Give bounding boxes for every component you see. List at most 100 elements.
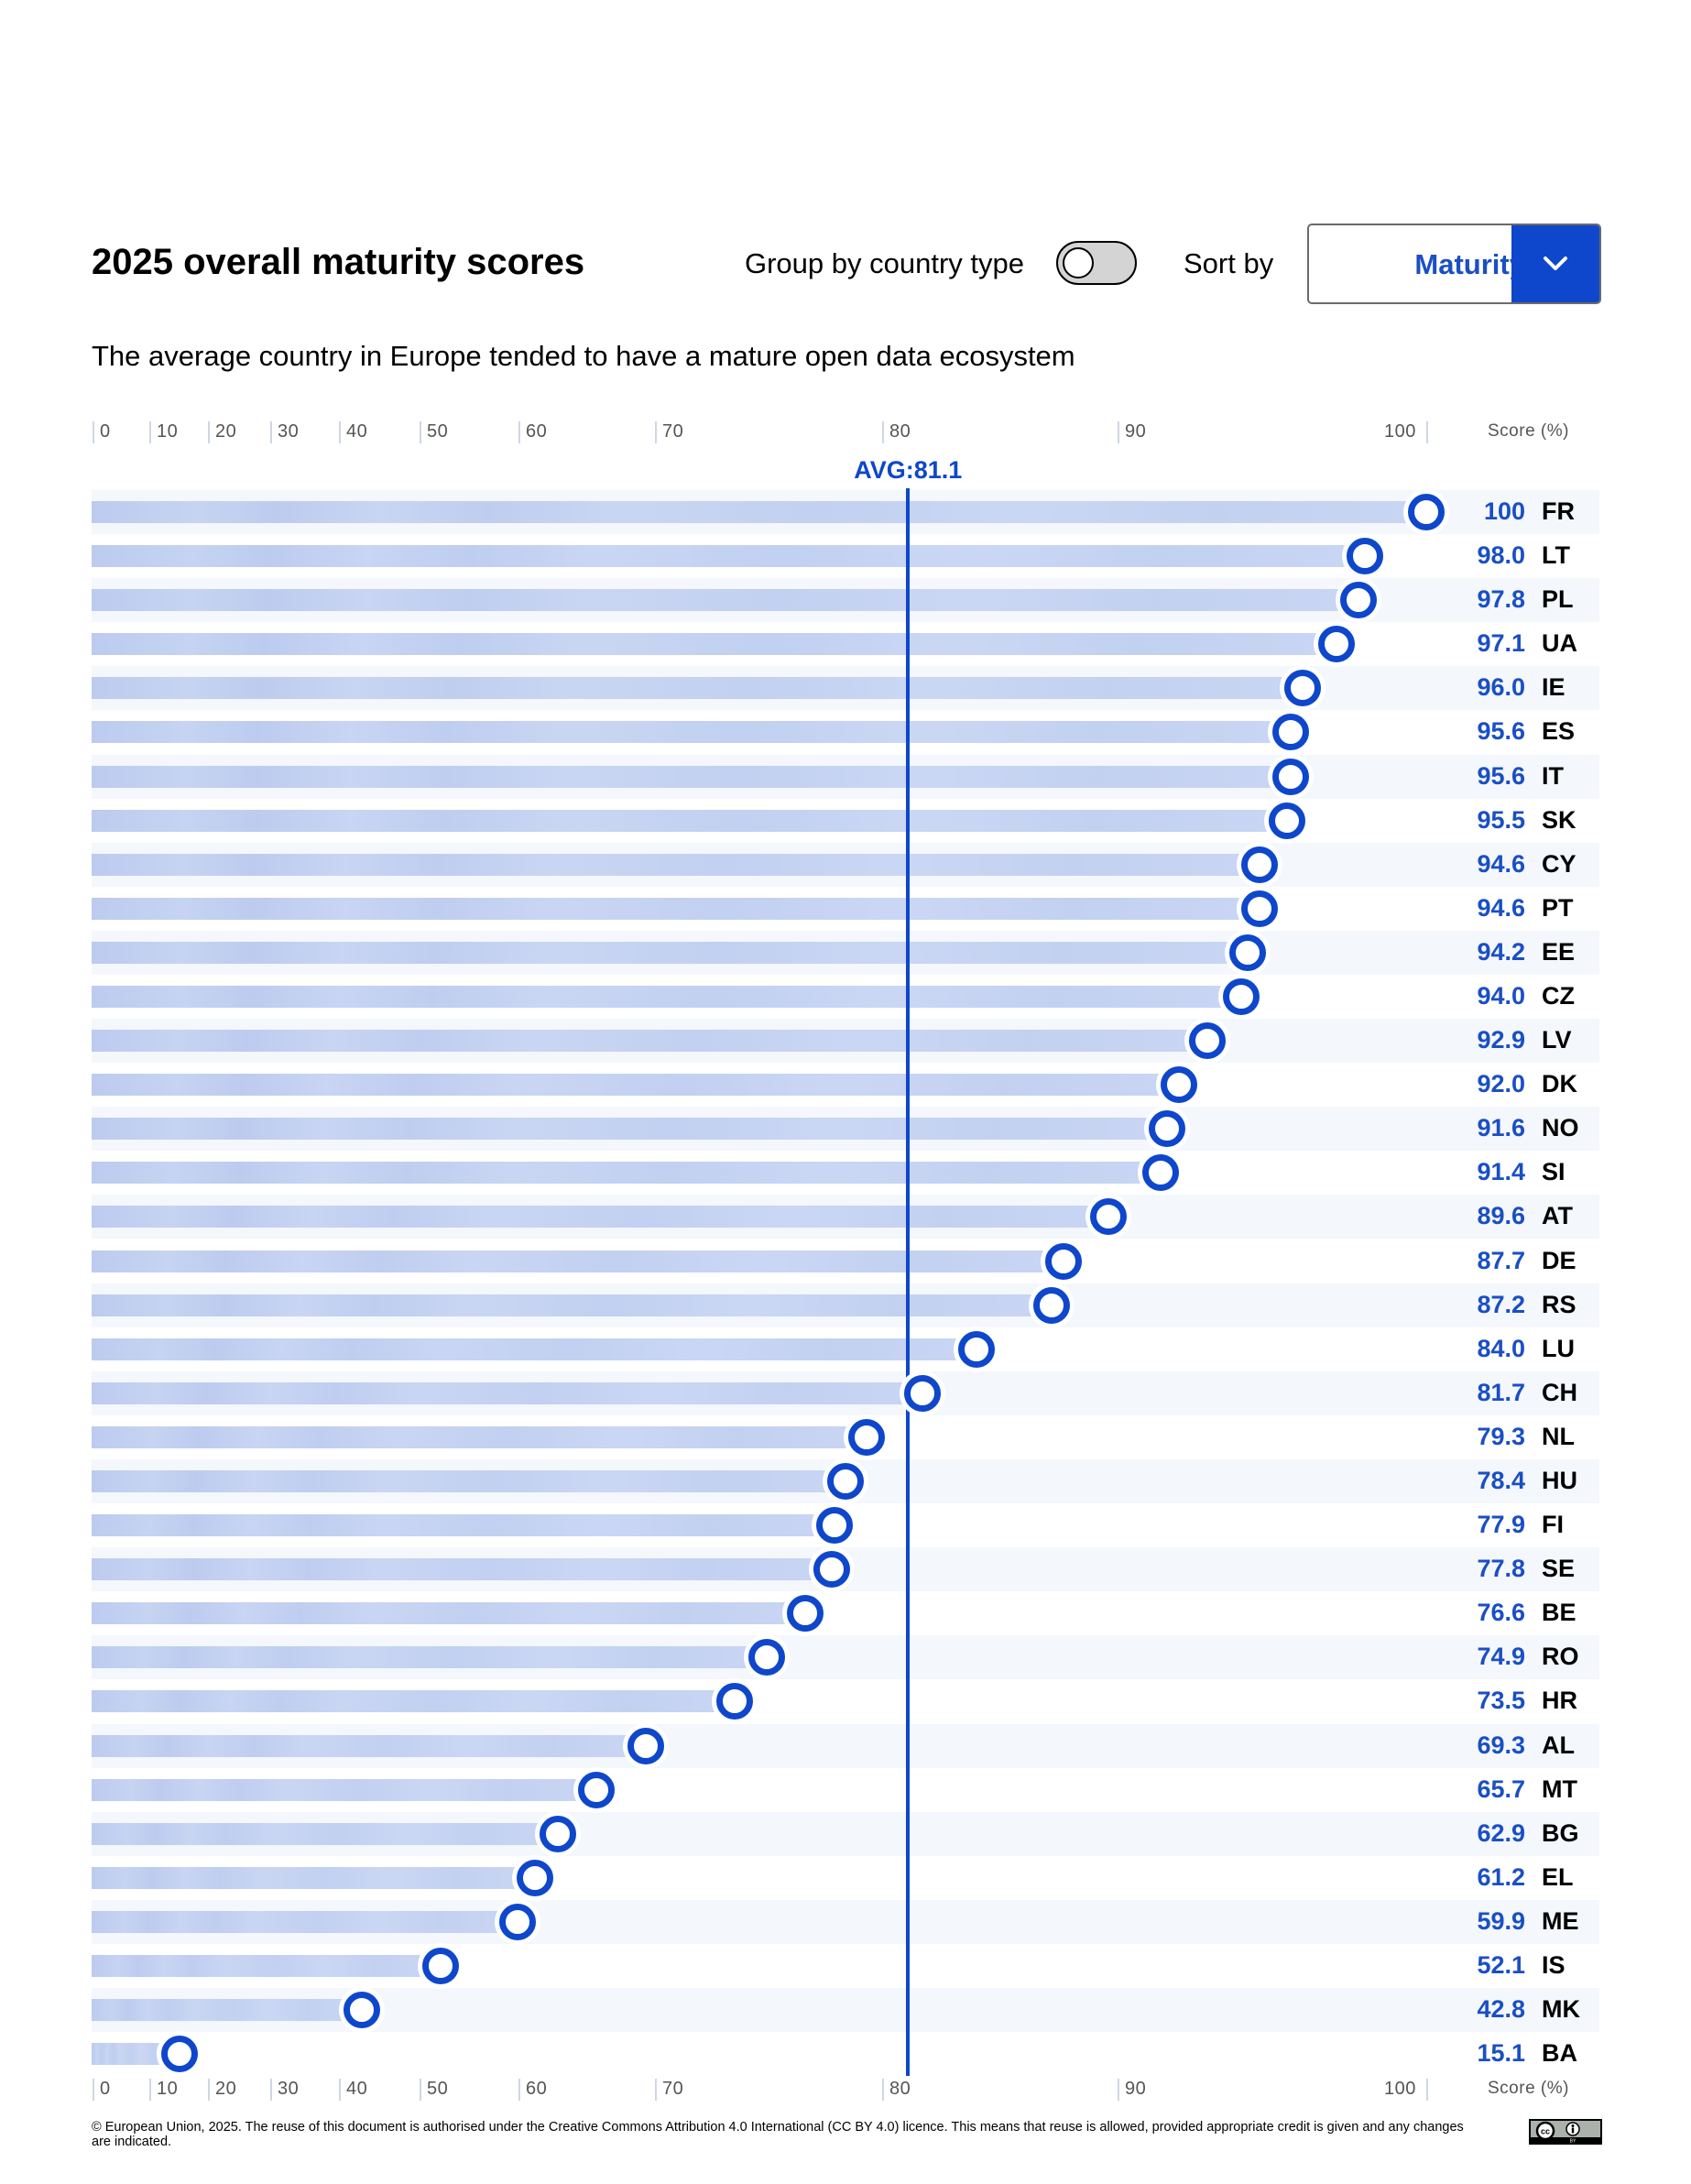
country-code: BG bbox=[1542, 1818, 1579, 1847]
score-marker-icon[interactable] bbox=[847, 1418, 885, 1456]
score-bar bbox=[92, 1954, 424, 1977]
score-marker-icon[interactable] bbox=[827, 1462, 865, 1500]
axis-title: Score (%) bbox=[1488, 421, 1569, 441]
chart-row[interactable]: 87.2 RS bbox=[92, 1283, 1599, 1327]
cc-by-icon: cc BY bbox=[1531, 2121, 1600, 2145]
country-code: IS bbox=[1542, 1950, 1566, 1979]
chart-row[interactable]: 65.7 MT bbox=[92, 1768, 1599, 1812]
chart-row[interactable]: 52.1 IS bbox=[92, 1944, 1599, 1988]
score-marker-icon[interactable] bbox=[577, 1771, 615, 1808]
chart-row[interactable]: 94.2 EE bbox=[92, 930, 1599, 975]
score-marker-icon[interactable] bbox=[1148, 1110, 1185, 1148]
chart-row[interactable]: 94.6 CY bbox=[92, 842, 1599, 887]
chart-row[interactable]: 95.5 SK bbox=[92, 799, 1599, 843]
chart-row[interactable]: 62.9 BG bbox=[92, 1811, 1599, 1856]
chart-row[interactable]: 91.4 SI bbox=[92, 1151, 1599, 1195]
chart-row[interactable]: 91.6 NO bbox=[92, 1107, 1599, 1152]
dropdown-button[interactable] bbox=[1511, 225, 1599, 302]
chart-row[interactable]: 77.9 FI bbox=[92, 1503, 1599, 1547]
score-marker-icon[interactable] bbox=[786, 1595, 824, 1633]
chart-row[interactable]: 92.9 LV bbox=[92, 1019, 1599, 1064]
score-marker-icon[interactable] bbox=[715, 1683, 753, 1720]
axis-tick-label: 60 bbox=[526, 2079, 548, 2099]
sort-by-select[interactable]: Maturity bbox=[1307, 224, 1601, 304]
country-code: IE bbox=[1542, 673, 1566, 702]
score-marker-icon[interactable] bbox=[1318, 626, 1356, 663]
chart-row[interactable]: 97.1 UA bbox=[92, 622, 1599, 666]
score-marker-icon[interactable] bbox=[1142, 1154, 1180, 1192]
chart-row[interactable]: 96.0 IE bbox=[92, 666, 1599, 711]
score-marker-icon[interactable] bbox=[498, 1903, 536, 1940]
score-marker-icon[interactable] bbox=[1222, 977, 1260, 1015]
score-value: 76.6 bbox=[1477, 1599, 1525, 1627]
chart-row[interactable]: 98.0 LT bbox=[92, 534, 1599, 578]
score-marker-icon[interactable] bbox=[1161, 1066, 1198, 1104]
chart-row[interactable]: 89.6 AT bbox=[92, 1195, 1599, 1239]
chart-row[interactable]: 100 FR bbox=[92, 490, 1599, 534]
score-marker-icon[interactable] bbox=[160, 2036, 198, 2073]
score-marker-icon[interactable] bbox=[815, 1507, 853, 1545]
score-marker-icon[interactable] bbox=[1271, 714, 1309, 751]
score-marker-icon[interactable] bbox=[813, 1551, 851, 1589]
chart-row[interactable]: 73.5 HR bbox=[92, 1679, 1599, 1723]
country-code: CZ bbox=[1542, 981, 1575, 1010]
score-marker-icon[interactable] bbox=[1339, 582, 1377, 619]
score-marker-icon[interactable] bbox=[1044, 1242, 1082, 1280]
chart-row[interactable]: 97.8 PL bbox=[92, 578, 1599, 623]
score-value: 77.9 bbox=[1477, 1511, 1525, 1539]
chart-row[interactable]: 94.6 PT bbox=[92, 887, 1599, 931]
axis-tick bbox=[208, 421, 210, 443]
score-marker-icon[interactable] bbox=[627, 1727, 664, 1764]
chart-row[interactable]: 77.8 SE bbox=[92, 1547, 1599, 1592]
score-marker-icon[interactable] bbox=[1271, 758, 1309, 795]
chart-row[interactable]: 76.6 BE bbox=[92, 1591, 1599, 1635]
score-marker-icon[interactable] bbox=[1346, 538, 1383, 575]
score-marker-icon[interactable] bbox=[1188, 1022, 1226, 1060]
chart-row[interactable]: 78.4 HU bbox=[92, 1458, 1599, 1503]
score-marker-icon[interactable] bbox=[1033, 1286, 1071, 1324]
axis-tick bbox=[1118, 421, 1119, 443]
score-value: 91.6 bbox=[1477, 1114, 1525, 1142]
chart-row[interactable]: 59.9 ME bbox=[92, 1899, 1599, 1944]
score-marker-icon[interactable] bbox=[1284, 670, 1322, 707]
chart-row[interactable]: 87.7 DE bbox=[92, 1239, 1599, 1283]
chart-row[interactable]: 42.8 MK bbox=[92, 1988, 1599, 2033]
chart-row[interactable]: 15.1 BA bbox=[92, 2032, 1599, 2076]
axis-tick-label: 50 bbox=[427, 421, 449, 442]
axis-tick bbox=[655, 421, 657, 443]
svg-text:cc: cc bbox=[1541, 2127, 1550, 2136]
chart-row[interactable]: 95.6 IT bbox=[92, 754, 1599, 799]
score-marker-icon[interactable] bbox=[1241, 846, 1279, 883]
chart-row[interactable]: 95.6 ES bbox=[92, 710, 1599, 754]
score-marker-icon[interactable] bbox=[957, 1330, 995, 1368]
score-marker-icon[interactable] bbox=[903, 1374, 941, 1412]
score-marker-icon[interactable] bbox=[343, 1992, 380, 2029]
group-by-label: Group by country type bbox=[745, 247, 1024, 279]
score-marker-icon[interactable] bbox=[1241, 890, 1279, 927]
score-marker-icon[interactable] bbox=[540, 1815, 577, 1852]
score-marker-icon[interactable] bbox=[1269, 802, 1306, 839]
chart-row[interactable]: 79.3 NL bbox=[92, 1415, 1599, 1459]
chart-row[interactable]: 61.2 EL bbox=[92, 1856, 1599, 1900]
score-value: 95.6 bbox=[1477, 717, 1525, 746]
score-marker-icon[interactable] bbox=[747, 1639, 785, 1676]
axis-tick-label: 90 bbox=[1125, 421, 1147, 442]
score-marker-icon[interactable] bbox=[1408, 494, 1445, 530]
license-footer: © European Union, 2025. The reuse of thi… bbox=[92, 2120, 1464, 2149]
score-marker-icon[interactable] bbox=[516, 1859, 553, 1896]
cc-by-license-badge: cc BY bbox=[1529, 2119, 1602, 2145]
chart-row[interactable]: 84.0 LU bbox=[92, 1327, 1599, 1371]
score-marker-icon[interactable] bbox=[1089, 1198, 1127, 1236]
country-code: EE bbox=[1542, 937, 1576, 966]
score-marker-icon[interactable] bbox=[1228, 934, 1266, 971]
chart-row[interactable]: 74.9 RO bbox=[92, 1635, 1599, 1680]
group-by-toggle[interactable] bbox=[1056, 241, 1137, 285]
chart-row[interactable]: 92.0 DK bbox=[92, 1063, 1599, 1107]
axis-tick-label: 10 bbox=[157, 2079, 179, 2099]
score-marker-icon[interactable] bbox=[421, 1947, 459, 1984]
axis-top: 0 10 20 30 40 50 60 70 80 90 100 Score (%) bbox=[0, 421, 1691, 449]
chart-row[interactable]: 69.3 AL bbox=[92, 1723, 1599, 1768]
chart-row[interactable]: 81.7 CH bbox=[92, 1370, 1599, 1415]
score-value: 74.9 bbox=[1477, 1643, 1525, 1671]
chart-row[interactable]: 94.0 CZ bbox=[92, 975, 1599, 1019]
